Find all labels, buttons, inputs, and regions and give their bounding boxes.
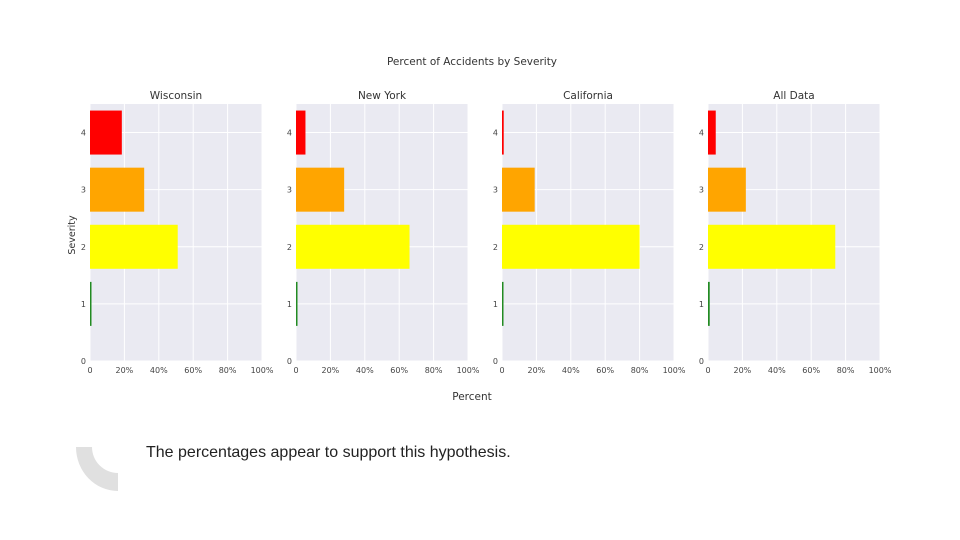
y-tick-label: 1 <box>287 300 292 309</box>
bar-severity-1 <box>502 281 504 326</box>
x-tick-label: 0 <box>87 366 92 375</box>
severity-chart: Percent of Accidents by Severity Severit… <box>67 56 892 403</box>
x-tick-label: 40% <box>768 366 786 375</box>
x-tick-label: 40% <box>356 366 374 375</box>
quote-decoration-icon <box>76 447 118 491</box>
y-tick-label: 0 <box>699 357 704 366</box>
x-tick-label: 20% <box>322 366 340 375</box>
x-tick-label: 60% <box>184 366 202 375</box>
y-tick-label: 3 <box>493 186 498 195</box>
x-tick-label: 100% <box>251 366 274 375</box>
y-tick-label: 0 <box>81 357 86 366</box>
bar-severity-1 <box>90 281 92 326</box>
y-tick-label: 4 <box>699 129 704 138</box>
bar-severity-2 <box>90 224 178 269</box>
x-tick-label: 100% <box>663 366 686 375</box>
y-tick-label: 2 <box>493 243 498 252</box>
y-tick-label: 1 <box>699 300 704 309</box>
chart-panels: Wisconsin 0 1 2 3 4 0 20% 40% 60% 80% 100% New York 0… <box>81 90 892 375</box>
y-tick-label: 4 <box>493 129 498 138</box>
x-tick-label: 0 <box>705 366 710 375</box>
panel-california: California 0 1 2 3 4 0 20% 40% 60% 80% 100% <box>493 90 686 375</box>
bar-severity-4 <box>708 110 716 155</box>
y-tick-label: 1 <box>81 300 86 309</box>
y-tick-label: 2 <box>81 243 86 252</box>
y-tick-label: 0 <box>493 357 498 366</box>
bar-severity-2 <box>296 224 410 269</box>
x-tick-label: 20% <box>734 366 752 375</box>
bar-severity-4 <box>90 110 122 155</box>
panel-new-york: New York 0 1 2 3 4 0 20% 40% 60% 80% 100% <box>287 90 480 375</box>
y-tick-label: 3 <box>287 186 292 195</box>
panel-title: California <box>563 90 613 102</box>
chart-title: Percent of Accidents by Severity <box>387 56 557 68</box>
bar-severity-3 <box>296 167 345 212</box>
panel-title: New York <box>358 90 407 102</box>
bar-severity-4 <box>502 110 504 155</box>
x-tick-label: 20% <box>116 366 134 375</box>
bar-severity-3 <box>90 167 145 212</box>
bar-severity-3 <box>502 167 535 212</box>
x-tick-label: 60% <box>596 366 614 375</box>
y-tick-label: 4 <box>81 129 86 138</box>
bar-severity-2 <box>502 224 640 269</box>
caption-text: The percentages appear to support this h… <box>146 444 511 461</box>
panel-all-data: All Data 0 1 2 3 4 0 20% 40% 60% 80% 100% <box>699 90 892 375</box>
y-tick-label: 2 <box>699 243 704 252</box>
x-tick-label: 80% <box>837 366 855 375</box>
y-tick-label: 2 <box>287 243 292 252</box>
y-axis-label: Severity <box>67 215 78 255</box>
bar-severity-2 <box>708 224 836 269</box>
y-tick-label: 1 <box>493 300 498 309</box>
x-axis-label: Percent <box>452 391 492 403</box>
x-tick-label: 60% <box>390 366 408 375</box>
x-tick-label: 80% <box>425 366 443 375</box>
y-tick-label: 0 <box>287 357 292 366</box>
y-tick-label: 3 <box>699 186 704 195</box>
x-tick-label: 80% <box>219 366 237 375</box>
x-tick-label: 40% <box>150 366 168 375</box>
x-tick-label: 0 <box>499 366 504 375</box>
bar-severity-1 <box>296 281 298 326</box>
bar-severity-3 <box>708 167 746 212</box>
x-tick-label: 20% <box>528 366 546 375</box>
bar-severity-1 <box>708 281 710 326</box>
x-tick-label: 100% <box>869 366 892 375</box>
x-tick-label: 40% <box>562 366 580 375</box>
bar-severity-4 <box>296 110 306 155</box>
x-tick-label: 80% <box>631 366 649 375</box>
panel-title: Wisconsin <box>150 90 202 102</box>
x-tick-label: 0 <box>293 366 298 375</box>
panel-title: All Data <box>773 90 814 102</box>
x-tick-label: 100% <box>457 366 480 375</box>
y-tick-label: 4 <box>287 129 292 138</box>
x-tick-label: 60% <box>802 366 820 375</box>
y-tick-label: 3 <box>81 186 86 195</box>
panel-wisconsin: Wisconsin 0 1 2 3 4 0 20% 40% 60% 80% 100% <box>81 90 274 375</box>
